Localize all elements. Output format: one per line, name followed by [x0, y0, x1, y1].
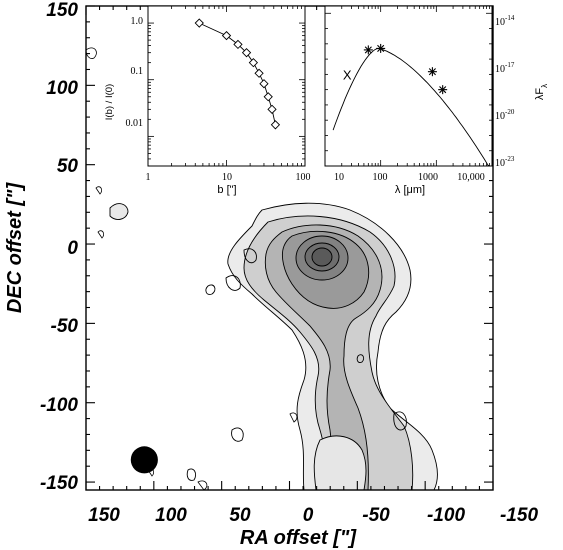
inset-profile-y-tick: 1.0 [131, 16, 144, 27]
contour-map [86, 47, 438, 490]
inset-profile-ticks [147, 5, 305, 167]
profile-point [259, 79, 269, 89]
y-tick-label: 100 [46, 78, 78, 99]
inset-sed-ticks [324, 6, 493, 167]
x-tick-label: -50 [362, 505, 390, 526]
sed-upper-limit: X [343, 67, 352, 82]
x-tick-label: 0 [303, 505, 314, 526]
x-axis-title: RA offset ["] [240, 527, 357, 549]
inset-sed-x-tick: 100 [373, 172, 388, 183]
contour-blob [225, 275, 241, 291]
inset-sed-x-tick: 10 [334, 172, 344, 183]
inset-sed-y-tick: 10-17 [495, 61, 515, 75]
sed-point [363, 45, 373, 55]
profile-point [194, 18, 204, 28]
svg-text:10-20: 10-20 [495, 108, 515, 122]
contour-blob [231, 427, 244, 442]
x-tick-label: 150 [88, 505, 120, 526]
inset-sed-y-title: λFλ [534, 84, 549, 100]
y-tick-label: -50 [51, 316, 79, 337]
sed-point [427, 67, 437, 77]
y-tick-label: 50 [57, 156, 79, 177]
x-tick-label: -100 [427, 505, 465, 526]
inset-sed-x-title: λ [μm] [395, 184, 425, 196]
inset-sed-x-tick: 10,000 [457, 172, 485, 183]
contour-blob [97, 230, 105, 239]
svg-text:10-23: 10-23 [495, 155, 515, 169]
inset-profile: 1.0 0.1 0.01 1 10 100 b ["] I(b) / I(0) [104, 5, 311, 196]
inset-profile-x-tick: 10 [222, 172, 232, 183]
inset-sed-y-tick: 10-20 [495, 108, 515, 122]
inset-sed: X 10-14 10-17 10-20 10-23 λFλ 10 100 100… [324, 5, 549, 196]
y-tick-label: 150 [46, 0, 78, 21]
contour-blob [205, 284, 216, 295]
contour-blob [95, 186, 103, 195]
x-tick-label: 50 [229, 505, 251, 526]
sed-model-line [332, 48, 492, 167]
inset-sed-x-tick: 1000 [418, 172, 438, 183]
y-axis-title: DEC offset ["] [4, 182, 26, 314]
profile-point [254, 68, 264, 78]
inset-sed-y-tick: 10-23 [495, 155, 515, 169]
y-tick-label: 0 [67, 238, 78, 259]
inset-sed-frame [324, 5, 493, 167]
contour-lower-band [313, 435, 367, 490]
inset-profile-x-tick: 1 [146, 172, 151, 183]
profile-point [263, 92, 273, 102]
main-plot: 150 100 50 0 -50 -100 -150 150 100 50 0 … [4, 0, 538, 549]
inset-profile-y-tick: 0.1 [131, 66, 144, 77]
contour-blob [86, 47, 97, 59]
svg-text:λFλ: λFλ [534, 84, 549, 100]
beam-circle [130, 446, 158, 474]
contour-blob [197, 480, 208, 490]
profile-points [194, 18, 281, 130]
x-tick-label: 100 [155, 505, 187, 526]
inset-profile-y-tick: 0.01 [126, 118, 144, 129]
inset-sed-y-tick: 10-14 [495, 14, 515, 28]
contour-blob [356, 354, 365, 363]
svg-text:10-14: 10-14 [495, 14, 515, 28]
contour-blob [243, 248, 257, 264]
inset-profile-x-title: b ["] [217, 184, 236, 196]
profile-fit-line [199, 22, 276, 125]
contour-peak [311, 247, 333, 267]
contour-blob [109, 203, 129, 220]
profile-point [270, 120, 281, 130]
inset-profile-x-tick: 100 [296, 172, 311, 183]
inset-profile-y-title: I(b) / I(0) [104, 84, 115, 120]
y-tick-label: -100 [40, 395, 78, 416]
profile-point [233, 39, 243, 50]
profile-point [248, 58, 259, 68]
sed-points [363, 43, 448, 95]
profile-point [267, 104, 277, 114]
sed-point [376, 43, 386, 53]
svg-text:10-17: 10-17 [495, 61, 515, 75]
inset-profile-frame [147, 5, 306, 167]
x-tick-label: -150 [500, 505, 538, 526]
sed-point [438, 85, 448, 95]
y-tick-label: -150 [40, 473, 78, 494]
contour-blob [186, 468, 197, 481]
contour-blob [289, 412, 298, 423]
contour-blob [393, 411, 407, 431]
profile-point [241, 48, 252, 58]
profile-point [221, 30, 232, 41]
